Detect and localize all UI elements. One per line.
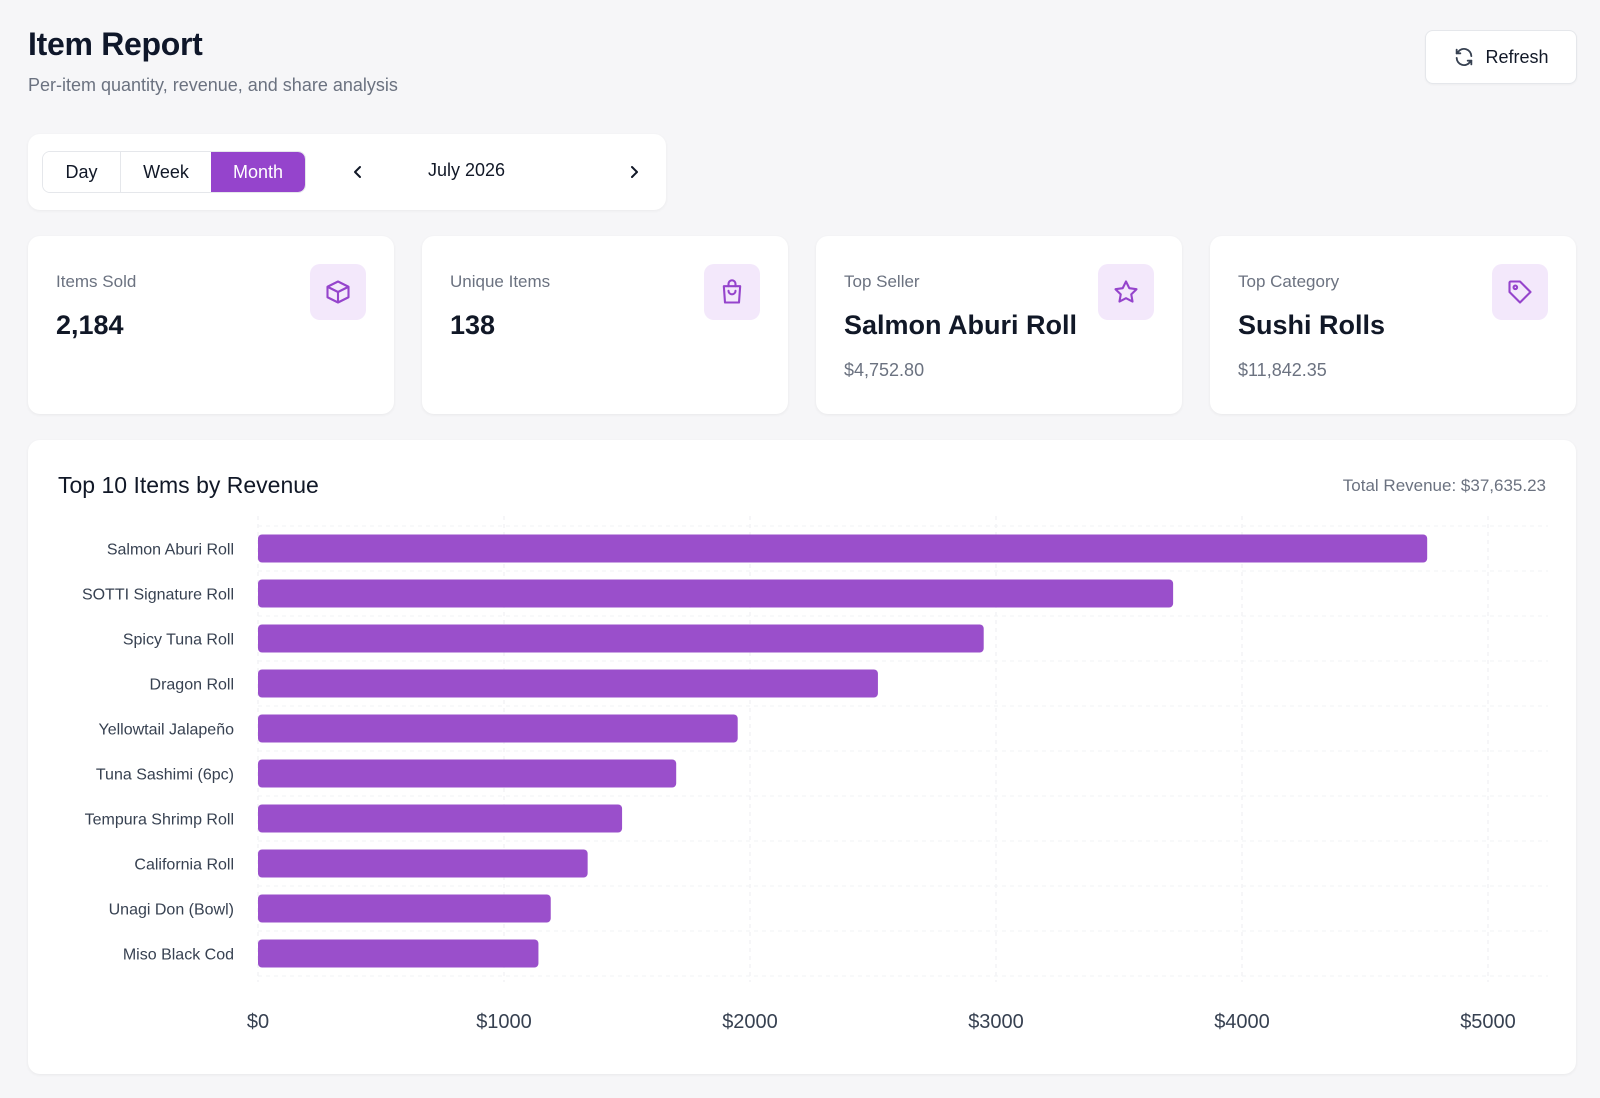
bar[interactable] (258, 714, 738, 743)
category-label: California Roll (134, 857, 234, 874)
shopping-bag-icon (704, 264, 760, 320)
bar[interactable] (258, 759, 677, 788)
card-label: Items Sold (56, 272, 137, 291)
tag-icon (1492, 264, 1548, 320)
total-revenue: Total Revenue: $37,635.23 (1342, 476, 1546, 495)
page-title: Item Report (28, 26, 203, 62)
category-label: Miso Black Cod (123, 947, 234, 964)
chevron-right-icon (631, 166, 638, 178)
x-tick-label: $2000 (722, 1011, 778, 1033)
x-tick-label: $5000 (1460, 1011, 1516, 1033)
x-tick-label: $1000 (476, 1011, 532, 1033)
bar[interactable] (258, 624, 984, 653)
bar[interactable] (258, 669, 878, 698)
card-top-seller: Top Seller Salmon Aburi Roll $4,752.80 (816, 236, 1182, 414)
card-label: Top Seller (844, 272, 920, 291)
category-label: Salmon Aburi Roll (107, 542, 234, 559)
card-sub-value: $4,752.80 (844, 360, 925, 380)
box-icon (310, 264, 366, 320)
x-tick-label: $3000 (968, 1011, 1024, 1033)
card-top-category: Top Category Sushi Rolls $11,842.35 (1210, 236, 1576, 414)
category-label: Tempura Shrimp Roll (85, 812, 234, 829)
card-label: Top Category (1238, 272, 1340, 291)
star-icon (1098, 264, 1154, 320)
period-mode-toggle: Day Week Month (42, 151, 306, 193)
mode-month-button[interactable]: Month (211, 152, 305, 192)
period-selector: Day Week Month July 2026 (28, 134, 666, 210)
bar[interactable] (258, 894, 551, 923)
x-tick-label: $4000 (1214, 1011, 1270, 1033)
summary-cards: Items Sold 2,184 Unique Items 138 Top Se… (28, 236, 1576, 414)
card-value: 138 (450, 310, 496, 340)
refresh-label: Refresh (1485, 46, 1549, 67)
category-label: Dragon Roll (150, 677, 234, 694)
chart-title: Top 10 Items by Revenue (58, 472, 319, 498)
chevron-left-icon (354, 166, 361, 178)
bar[interactable] (258, 804, 623, 833)
card-value: 2,184 (56, 310, 124, 340)
card-items-sold: Items Sold 2,184 (28, 236, 394, 414)
refresh-icon (1456, 48, 1473, 66)
mode-day-button[interactable]: Day (43, 152, 121, 192)
category-label: Spicy Tuna Roll (123, 632, 234, 649)
bar[interactable] (258, 579, 1174, 608)
bar[interactable] (258, 939, 539, 968)
bar[interactable] (258, 534, 1428, 563)
category-label: Unagi Don (Bowl) (109, 902, 234, 919)
bar-chart: Salmon Aburi Roll SOTTI Signature Roll Spi… (82, 516, 1548, 1033)
card-sub-value: $11,842.35 (1238, 360, 1327, 380)
category-label: Tuna Sashimi (6pc) (96, 767, 234, 784)
page-header: Item Report Per-item quantity, revenue, … (28, 26, 398, 96)
category-label: Yellowtail Jalapeño (98, 722, 234, 739)
x-tick-label: $0 (247, 1011, 269, 1033)
card-value: Salmon Aburi Roll (844, 310, 1078, 340)
refresh-button[interactable]: Refresh (1425, 30, 1577, 84)
card-value: Sushi Rolls (1238, 310, 1386, 340)
card-label: Unique Items (450, 272, 551, 291)
page-subtitle: Per-item quantity, revenue, and share an… (28, 75, 398, 95)
mode-week-button[interactable]: Week (121, 152, 211, 192)
revenue-chart-card: Top 10 Items by Revenue Total Revenue: $… (28, 440, 1576, 1074)
previous-period-button[interactable] (346, 160, 370, 184)
card-unique-items: Unique Items 138 (422, 236, 788, 414)
category-label: SOTTI Signature Roll (82, 587, 234, 604)
bar[interactable] (258, 849, 588, 878)
period-label: July 2026 (428, 160, 506, 180)
next-period-button[interactable] (622, 160, 646, 184)
